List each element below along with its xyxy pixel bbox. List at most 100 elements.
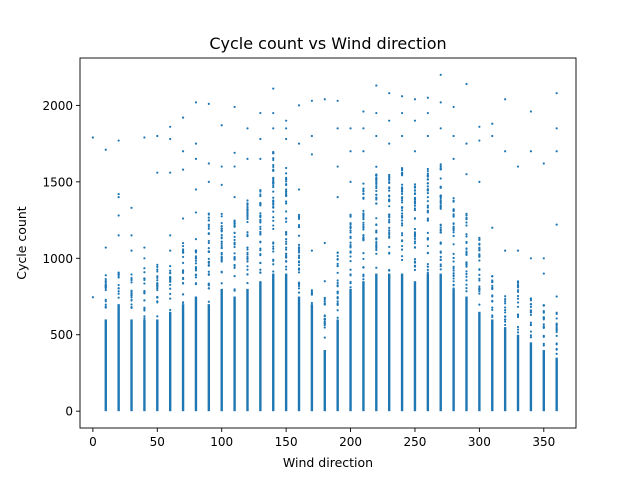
data-point bbox=[117, 139, 120, 142]
data-point bbox=[478, 303, 481, 306]
data-point bbox=[413, 207, 417, 210]
data-point bbox=[143, 267, 146, 270]
data-point bbox=[272, 206, 275, 209]
data-point bbox=[143, 246, 146, 249]
data-point bbox=[181, 282, 185, 285]
data-point bbox=[246, 208, 249, 211]
data-point bbox=[388, 181, 391, 185]
data-point bbox=[465, 233, 468, 236]
data-point bbox=[156, 301, 159, 304]
data-point bbox=[181, 116, 185, 119]
data-point bbox=[285, 194, 288, 197]
point-column-260 bbox=[426, 96, 430, 412]
data-point bbox=[400, 171, 404, 174]
data-point bbox=[426, 218, 429, 222]
data-point bbox=[117, 276, 120, 279]
data-point bbox=[336, 264, 339, 267]
data-point bbox=[413, 201, 417, 204]
data-point bbox=[285, 265, 288, 268]
data-point bbox=[400, 209, 404, 212]
dense-point-band bbox=[439, 273, 442, 412]
data-point bbox=[246, 203, 249, 207]
point-column-100 bbox=[220, 124, 223, 412]
data-point bbox=[375, 252, 378, 255]
data-point bbox=[478, 180, 481, 183]
data-point bbox=[181, 168, 185, 171]
data-point bbox=[156, 265, 159, 269]
data-point bbox=[349, 251, 352, 254]
data-point bbox=[259, 241, 262, 244]
data-point bbox=[555, 328, 558, 331]
data-point bbox=[169, 292, 172, 296]
data-point bbox=[246, 199, 249, 202]
point-column-240 bbox=[400, 95, 404, 412]
data-point bbox=[207, 270, 210, 273]
data-point bbox=[375, 242, 378, 245]
data-point bbox=[516, 328, 520, 331]
data-point bbox=[491, 275, 494, 278]
data-point bbox=[516, 331, 520, 334]
data-point bbox=[259, 233, 262, 236]
data-point bbox=[555, 324, 558, 327]
data-point bbox=[336, 292, 339, 295]
data-point bbox=[130, 303, 133, 306]
data-point bbox=[297, 254, 301, 257]
data-point bbox=[169, 125, 172, 128]
data-point bbox=[233, 165, 236, 168]
data-point bbox=[272, 196, 275, 199]
data-point bbox=[452, 287, 455, 290]
data-point bbox=[529, 330, 533, 333]
data-point bbox=[285, 188, 288, 191]
data-point bbox=[130, 278, 133, 282]
data-point bbox=[452, 252, 455, 255]
data-point bbox=[104, 288, 107, 292]
dense-point-band bbox=[272, 273, 275, 412]
data-point bbox=[362, 182, 365, 185]
data-point bbox=[388, 245, 391, 249]
data-point bbox=[259, 218, 262, 221]
data-point bbox=[156, 285, 159, 288]
data-point bbox=[297, 271, 301, 274]
data-point bbox=[310, 99, 313, 102]
data-point bbox=[117, 196, 120, 199]
data-point bbox=[555, 223, 558, 226]
data-point bbox=[426, 244, 429, 248]
data-point bbox=[388, 251, 391, 254]
data-point bbox=[478, 288, 481, 291]
data-point bbox=[220, 255, 223, 258]
data-point bbox=[452, 231, 455, 234]
data-point bbox=[362, 273, 365, 276]
data-point bbox=[156, 282, 159, 285]
x-tick-label: 300 bbox=[468, 435, 491, 449]
data-point bbox=[169, 264, 172, 268]
data-point bbox=[233, 241, 236, 244]
point-column-170 bbox=[310, 99, 314, 412]
data-point bbox=[400, 219, 404, 222]
point-column-250 bbox=[413, 98, 417, 412]
data-point bbox=[233, 255, 236, 259]
data-point bbox=[246, 231, 249, 234]
data-point bbox=[413, 189, 417, 192]
plot-frame bbox=[79, 57, 577, 429]
dense-point-band bbox=[452, 288, 455, 412]
data-point bbox=[452, 269, 455, 272]
data-point bbox=[478, 268, 481, 271]
data-point bbox=[542, 162, 545, 165]
x-tick-label: 150 bbox=[275, 435, 298, 449]
data-point bbox=[529, 305, 533, 308]
data-point bbox=[181, 270, 185, 273]
data-point bbox=[272, 184, 275, 187]
y-tick-label: 0 bbox=[65, 405, 73, 419]
data-point bbox=[336, 279, 339, 282]
dense-point-band bbox=[336, 319, 339, 412]
data-point bbox=[181, 244, 185, 248]
data-point bbox=[207, 102, 210, 105]
data-point bbox=[272, 203, 275, 206]
data-point bbox=[426, 134, 429, 138]
data-point bbox=[323, 296, 326, 300]
data-point bbox=[156, 288, 159, 292]
data-point bbox=[555, 334, 558, 337]
x-tick-label: 350 bbox=[532, 435, 555, 449]
data-point bbox=[504, 297, 507, 301]
data-point bbox=[542, 323, 545, 326]
